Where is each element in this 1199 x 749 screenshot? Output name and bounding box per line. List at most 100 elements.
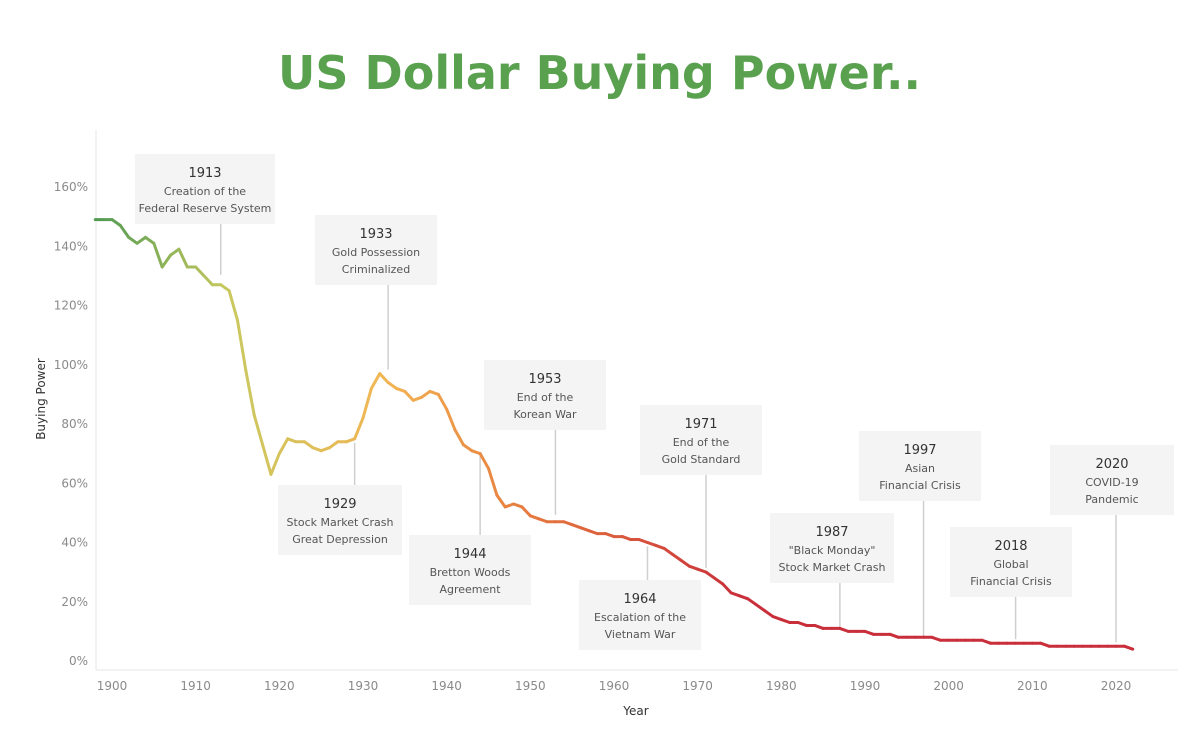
annotation-box xyxy=(640,405,762,475)
line-segment xyxy=(143,235,156,245)
line-segment xyxy=(169,247,181,257)
line-segment xyxy=(386,381,398,390)
annotation-text: Creation of the xyxy=(164,185,246,198)
line-segment xyxy=(721,582,733,595)
y-tick-label: 100% xyxy=(54,358,88,372)
annotation-box xyxy=(579,580,701,650)
annotation-1997: 1997 Asian Financial Crisis xyxy=(859,431,981,637)
annotation-box xyxy=(135,154,275,224)
line-segment xyxy=(252,413,265,447)
y-axis-label: Buying Power xyxy=(34,358,48,440)
line-segment xyxy=(328,440,340,450)
x-tick-label: 1900 xyxy=(97,679,128,693)
x-tick-label: 1950 xyxy=(515,679,546,693)
annotation-text: "Black Monday" xyxy=(789,544,876,557)
x-tick-label: 2020 xyxy=(1101,679,1132,693)
annotation-text: Great Depression xyxy=(292,533,388,546)
annotation-year: 2020 xyxy=(1095,457,1128,472)
annotation-text: Asian xyxy=(905,462,935,475)
annotation-2020: 2020 COVID-19 Pandemic xyxy=(1050,445,1174,643)
chart-title: US Dollar Buying Power.. xyxy=(278,46,921,100)
annotation-text: Agreement xyxy=(439,583,501,596)
line-segment xyxy=(353,416,365,441)
y-tick-label: 80% xyxy=(61,417,88,431)
line-segment xyxy=(495,493,507,509)
line-segment xyxy=(177,247,189,269)
annotation-year: 1987 xyxy=(815,525,848,540)
x-tick-label: 1930 xyxy=(348,679,379,693)
annotation-year: 1944 xyxy=(453,547,486,562)
x-tick-label: 1920 xyxy=(264,679,295,693)
annotation-year: 1964 xyxy=(623,592,656,607)
line-segment xyxy=(302,440,315,450)
y-tick-label: 140% xyxy=(54,239,88,253)
axes-layer: 0% 20% 40% 60% 80% 100% 120% 140% 160% 1900 1910 19… xyxy=(34,130,1178,718)
line-segment xyxy=(369,372,382,390)
annotation-year: 1953 xyxy=(528,372,561,387)
annotation-2018: 2018 Global Financial Crisis xyxy=(950,527,1072,640)
line-segment xyxy=(378,372,390,385)
annotation-text: Criminalized xyxy=(342,263,410,276)
annotation-text: Vietnam War xyxy=(605,628,676,641)
line-segment xyxy=(361,386,373,420)
line-segment xyxy=(1122,644,1135,651)
line-segment xyxy=(754,603,767,613)
annotation-text: End of the xyxy=(517,391,574,404)
annotation-1933: 1933 Gold Possession Criminalized xyxy=(315,215,437,370)
line-segment xyxy=(420,389,432,399)
line-segment xyxy=(110,218,122,228)
annotation-text: Global xyxy=(993,558,1028,571)
annotation-box xyxy=(484,360,606,430)
line-segment xyxy=(118,224,131,239)
line-segment xyxy=(135,235,147,245)
x-tick-label: 1940 xyxy=(431,679,462,693)
y-tick-label: 60% xyxy=(61,476,88,490)
line-segment xyxy=(236,318,248,373)
annotation-year: 1929 xyxy=(323,497,356,512)
line-segment xyxy=(679,558,691,568)
line-segment xyxy=(403,389,415,402)
annotation-year: 1997 xyxy=(903,443,936,458)
line-segment xyxy=(436,392,449,411)
line-segment xyxy=(746,597,758,607)
line-segment xyxy=(261,443,273,476)
annotation-text: Pandemic xyxy=(1085,493,1138,506)
annotation-box xyxy=(770,513,894,583)
line-segment xyxy=(152,241,164,269)
x-tick-label: 1910 xyxy=(180,679,211,693)
annotation-box xyxy=(859,431,981,501)
annotation-text: Financial Crisis xyxy=(970,575,1052,588)
x-tick-label: 2010 xyxy=(1017,679,1048,693)
line-segment xyxy=(487,466,499,497)
annotation-text: Gold Standard xyxy=(662,453,741,466)
line-segment xyxy=(127,235,139,245)
line-segment xyxy=(763,609,775,619)
annotation-text: End of the xyxy=(673,436,730,449)
annotation-text: Financial Crisis xyxy=(879,479,961,492)
annotation-box xyxy=(409,535,531,605)
line-segment xyxy=(704,570,716,580)
line-segment xyxy=(520,505,532,518)
annotation-text: Federal Reserve System xyxy=(139,202,272,215)
x-tick-label: 1960 xyxy=(599,679,630,693)
annotation-1971: 1971 End of the Gold Standard xyxy=(640,405,762,569)
line-segment xyxy=(202,274,214,287)
line-segment xyxy=(244,369,256,417)
line-segment xyxy=(445,407,457,432)
annotation-1964: 1964 Escalation of the Vietnam War xyxy=(579,546,701,650)
annotation-year: 1913 xyxy=(188,166,221,181)
line-segment xyxy=(194,265,206,278)
annotation-box xyxy=(950,527,1072,597)
line-segment xyxy=(277,437,290,456)
annotation-1944: 1944 Bretton Woods Agreement xyxy=(409,454,531,605)
line-segment xyxy=(269,452,281,476)
y-tick-label: 40% xyxy=(61,536,88,550)
y-tick-label: 120% xyxy=(54,299,88,313)
y-tick-label: 0% xyxy=(69,654,88,668)
x-tick-label: 1980 xyxy=(766,679,797,693)
y-tick-label: 20% xyxy=(61,595,88,609)
line-segment xyxy=(478,452,490,470)
line-segment xyxy=(219,283,231,293)
annotation-1953: 1953 End of the Korean War xyxy=(484,360,606,515)
